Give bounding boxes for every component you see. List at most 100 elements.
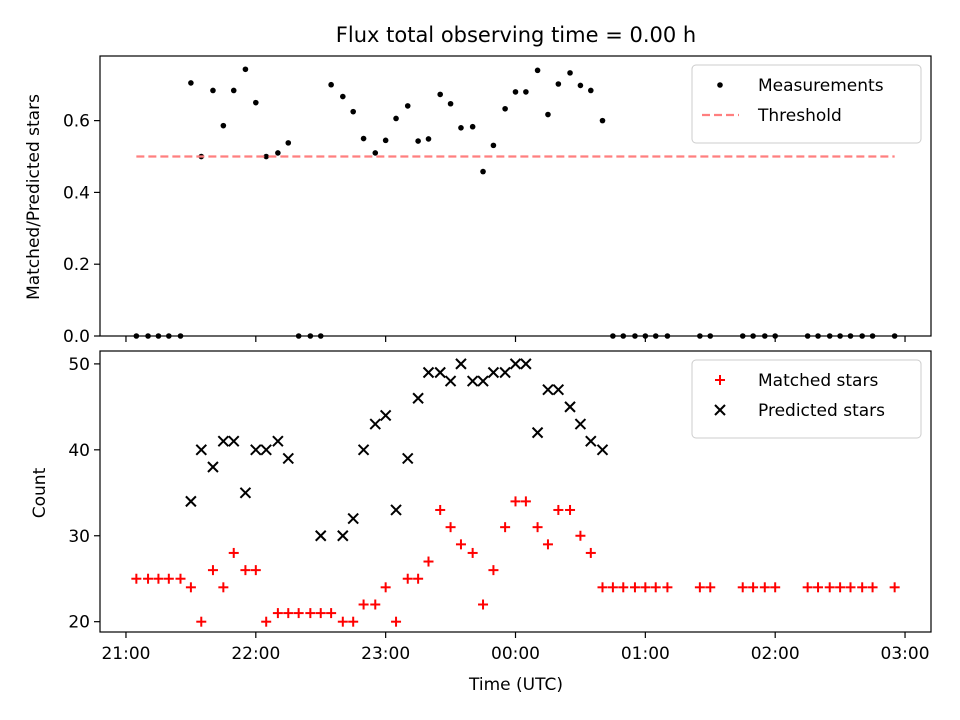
matched-star-marker [813, 582, 824, 593]
predicted-star-marker [239, 487, 252, 499]
matched-star-marker [585, 547, 596, 558]
measurement-point [599, 117, 606, 124]
matched-star-marker [240, 565, 251, 576]
matched-star-marker [370, 599, 381, 610]
matched-star-marker [553, 504, 564, 515]
matched-star-marker [435, 504, 446, 515]
matched-star-marker [802, 582, 813, 593]
measurement-point [372, 150, 379, 156]
bottom-y-axis-label: Count [30, 467, 50, 518]
predicted-star-marker [207, 461, 219, 473]
matched-star-marker [737, 582, 748, 593]
matched-star-marker [455, 539, 466, 550]
top-y-axis-label: Matched/Predicted stars [24, 94, 44, 300]
matched-star-marker [272, 608, 283, 619]
predicted-star-marker [379, 409, 392, 422]
predicted-star-marker [390, 504, 402, 516]
measurement-point [567, 70, 573, 76]
measurement-point [502, 105, 508, 112]
measurement-point [415, 138, 421, 144]
measurement-point [210, 87, 216, 94]
count-panel: 20 30 40 50 21:00 22:00 23:00 00:00 01:00 02:00 03… [68, 350, 932, 664]
count-y-tick-label: 40 [68, 441, 90, 461]
x-tick-label: 01:00 [621, 644, 670, 664]
matched-star-marker [705, 582, 716, 593]
matched-star-marker [857, 582, 868, 593]
predicted-star-marker [574, 418, 587, 430]
matched-star-marker [478, 599, 489, 610]
matched-star-marker [218, 582, 229, 593]
measurement-point [230, 87, 237, 94]
legend-predicted-swatch [714, 404, 726, 416]
matched-star-marker [510, 496, 521, 507]
predicted-star-marker [185, 495, 197, 508]
matched-star-marker [889, 582, 900, 593]
legend-label-matched-stars: Matched stars [758, 371, 878, 391]
count-y-tick-label: 30 [68, 527, 90, 547]
predicted-star-marker [434, 366, 446, 379]
predicted-star-marker [228, 435, 240, 447]
predicted-star-marker [487, 366, 500, 379]
count-y-tick-label: 50 [68, 355, 90, 375]
matched-star-marker [824, 582, 835, 593]
measurement-point [437, 91, 443, 98]
flux-y-tick-label: 0.6 [63, 112, 90, 132]
predicted-star-marker [250, 444, 262, 456]
measurement-point [447, 100, 454, 107]
measurement-point [555, 81, 562, 87]
measurement-point [350, 108, 356, 115]
flux-y-tick-label: 0.0 [63, 327, 90, 347]
matched-star-marker [748, 582, 759, 593]
x-tick-label: 02:00 [751, 644, 800, 664]
measurement-point [328, 81, 334, 88]
matched-star-marker [770, 582, 781, 593]
measurement-point [512, 89, 519, 95]
flux-y-tick-label: 0.4 [63, 183, 90, 203]
predicted-star-marker [564, 401, 576, 413]
measurement-point [263, 153, 270, 160]
measurement-point [275, 150, 281, 156]
x-tick-label: 03:00 [881, 644, 930, 664]
matched-star-marker [467, 547, 478, 558]
count-series-matched-stars [131, 496, 900, 627]
flux-panel: 0.0 0.2 0.4 0.6 Measurements Threshold [63, 55, 932, 347]
x-tick-label: 23:00 [361, 644, 410, 664]
predicted-star-marker [585, 435, 597, 447]
predicted-star-marker [520, 358, 532, 370]
predicted-star-marker [337, 530, 349, 542]
matched-star-marker [607, 582, 618, 593]
measurement-point [425, 136, 432, 142]
matched-star-marker [143, 573, 154, 584]
count-y-tick-label: 20 [68, 613, 90, 633]
predicted-star-marker [357, 444, 370, 456]
measurement-point [404, 103, 411, 109]
predicted-star-marker [596, 444, 609, 456]
predicted-star-marker [369, 418, 381, 430]
measurement-point [188, 80, 194, 86]
measurement-point [340, 93, 346, 100]
predicted-star-marker [422, 366, 435, 379]
matched-star-marker [250, 565, 261, 576]
matched-star-marker [153, 573, 164, 584]
matched-star-marker [163, 573, 174, 584]
measurement-point [220, 122, 227, 129]
matched-star-marker [348, 616, 359, 627]
measurement-point [480, 168, 486, 175]
legend-label-measurements: Measurements [758, 76, 884, 96]
predicted-star-marker [477, 375, 489, 387]
x-tick-label: 21:00 [101, 644, 150, 664]
matched-star-marker [500, 522, 511, 533]
predicted-star-marker [455, 358, 467, 370]
flux-legend-box [691, 64, 922, 144]
matched-star-marker [207, 565, 218, 576]
matched-star-marker [867, 582, 878, 593]
predicted-star-marker [195, 444, 207, 456]
predicted-star-marker [272, 435, 284, 447]
measurement-point [253, 99, 259, 106]
matched-star-marker [835, 582, 846, 593]
count-legend: Matched stars Predicted stars [691, 359, 922, 439]
matched-star-marker [196, 616, 207, 627]
measurement-point [393, 115, 399, 122]
legend-measurement-swatch [717, 82, 723, 88]
count-series-predicted-stars [185, 358, 609, 542]
